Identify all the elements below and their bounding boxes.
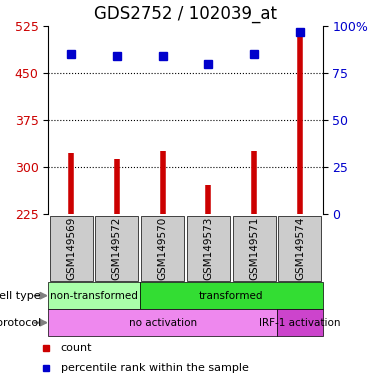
Text: GSM149570: GSM149570: [158, 217, 168, 280]
Bar: [233, 215, 276, 281]
Text: no activation: no activation: [129, 318, 197, 328]
Text: GSM149571: GSM149571: [249, 217, 259, 280]
Text: IRF-1 activation: IRF-1 activation: [259, 318, 341, 328]
Bar: [95, 215, 138, 281]
Text: protocol: protocol: [0, 318, 41, 328]
Text: GSM149572: GSM149572: [112, 217, 122, 280]
Bar: [278, 215, 321, 281]
Bar: [48, 309, 277, 336]
Bar: [48, 282, 140, 309]
Text: GSM149573: GSM149573: [203, 217, 213, 280]
Text: transformed: transformed: [199, 291, 263, 301]
Text: GSM149574: GSM149574: [295, 217, 305, 280]
Text: cell type: cell type: [0, 291, 41, 301]
Bar: [187, 215, 230, 281]
Bar: [50, 215, 93, 281]
Bar: [277, 309, 323, 336]
Text: GSM149569: GSM149569: [66, 217, 76, 280]
Bar: [140, 282, 323, 309]
Bar: [141, 215, 184, 281]
Text: count: count: [60, 343, 92, 354]
Text: non-transformed: non-transformed: [50, 291, 138, 301]
Title: GDS2752 / 102039_at: GDS2752 / 102039_at: [94, 5, 277, 23]
Text: percentile rank within the sample: percentile rank within the sample: [60, 363, 249, 373]
